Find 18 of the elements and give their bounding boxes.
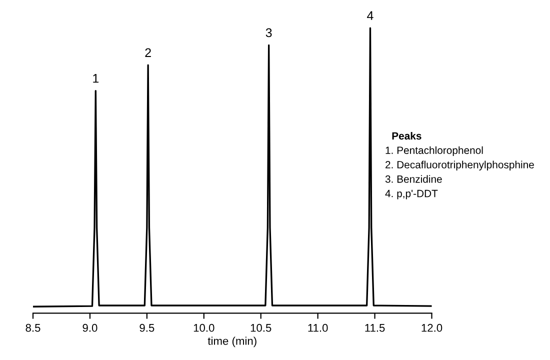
x-axis-title: time (min): [208, 336, 256, 348]
annotation: 2. Decafluorotriphenylphosphine: [386, 160, 534, 170]
x-tick-label: 12.0: [422, 324, 442, 332]
annotation: 2: [145, 48, 151, 57]
annotation: Peaks: [392, 132, 422, 140]
x-tick-label: 9.0: [82, 324, 98, 332]
annotation: 4. p,p'-DDT: [385, 190, 438, 200]
x-tick-label: 8.5: [26, 324, 40, 332]
x-tick-label: 9.5: [140, 324, 154, 332]
annotation: 3: [266, 28, 272, 38]
annotation: 4: [367, 11, 374, 20]
annotation: 1: [93, 74, 99, 83]
annotation: 1. Pentachlorophenol: [386, 146, 483, 156]
annotation: 3. Benzidine: [385, 175, 442, 183]
x-tick-label: 10.0: [194, 324, 214, 332]
x-tick-label: 10.5: [250, 324, 272, 332]
x-tick-label: 11.0: [308, 324, 328, 332]
x-tick-label: 11.5: [365, 324, 385, 332]
